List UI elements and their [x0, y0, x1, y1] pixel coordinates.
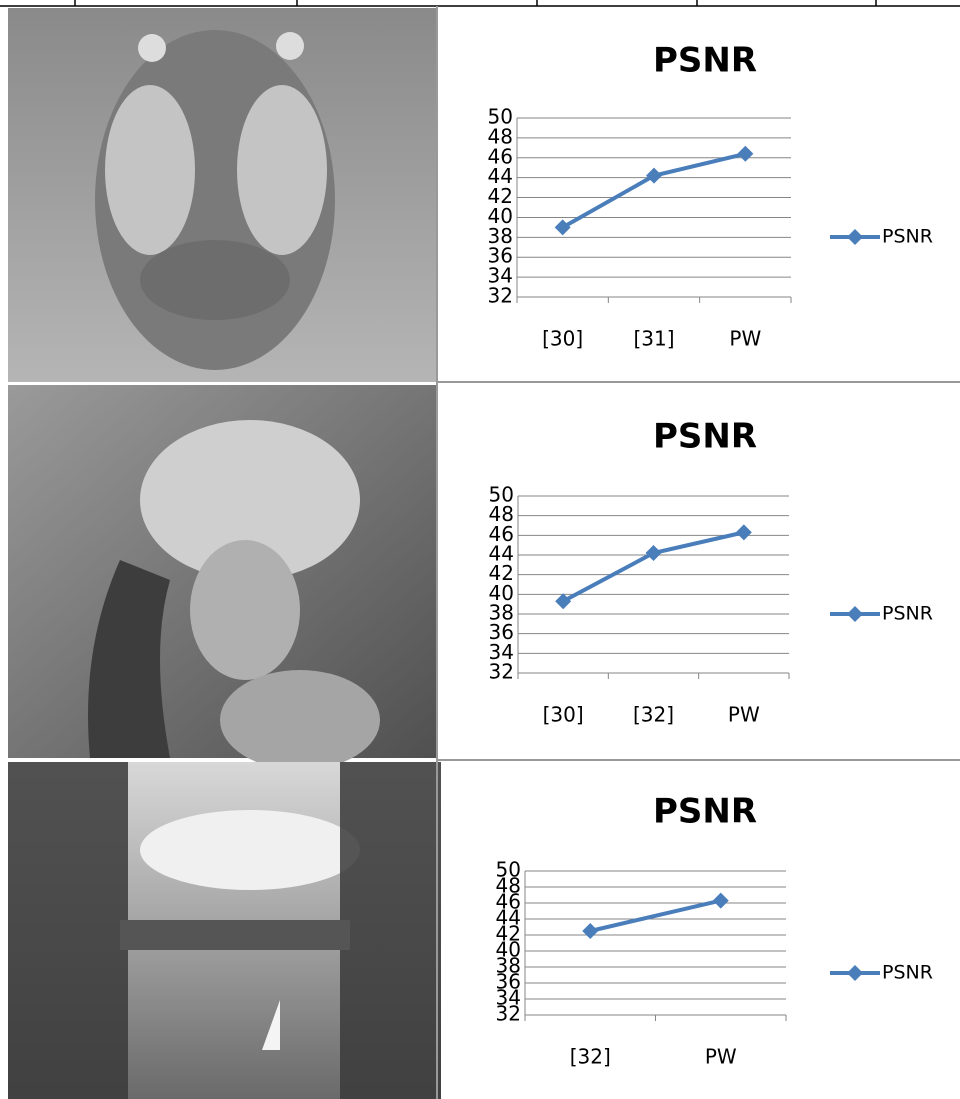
legend-label: PSNR: [882, 603, 933, 625]
x-tick-label: PW: [728, 703, 760, 727]
x-tick-label: [31]: [633, 327, 674, 351]
y-tick-label: 50: [488, 105, 513, 129]
legend-marker: [847, 229, 863, 245]
photo-baboon: [8, 8, 437, 382]
point-marker: [737, 146, 753, 162]
x-tick-label: PW: [729, 327, 761, 351]
y-tick-label: 50: [489, 483, 514, 507]
x-tick-label: PW: [705, 1045, 737, 1069]
x-tick-label: [30]: [543, 703, 584, 727]
x-tick-label: [30]: [542, 327, 583, 351]
photo-lena: [8, 385, 437, 770]
legend-label: PSNR: [882, 226, 933, 248]
chart-title: PSNR: [653, 792, 757, 832]
x-tick-label: [32]: [633, 703, 674, 727]
legend-marker: [847, 965, 863, 981]
chart-title: PSNR: [653, 41, 757, 81]
point-marker: [713, 893, 729, 909]
point-marker: [555, 593, 571, 609]
series-line: [563, 154, 746, 228]
photo-sailboat: [8, 762, 441, 1099]
point-marker: [646, 545, 662, 561]
y-tick-label: 50: [496, 858, 521, 882]
point-marker: [736, 524, 752, 540]
series-line: [563, 532, 744, 601]
x-tick-label: [32]: [570, 1045, 611, 1069]
legend-label: PSNR: [882, 962, 933, 984]
series-line: [590, 901, 721, 931]
point-marker: [646, 168, 662, 184]
point-marker: [582, 923, 598, 939]
point-marker: [555, 219, 571, 235]
document-page: PSNR32343638404244464850[30][31]PWPSNRPS…: [0, 0, 960, 1099]
legend-marker: [847, 606, 863, 622]
chart-title: PSNR: [653, 417, 757, 457]
table-frame: [0, 0, 960, 6]
